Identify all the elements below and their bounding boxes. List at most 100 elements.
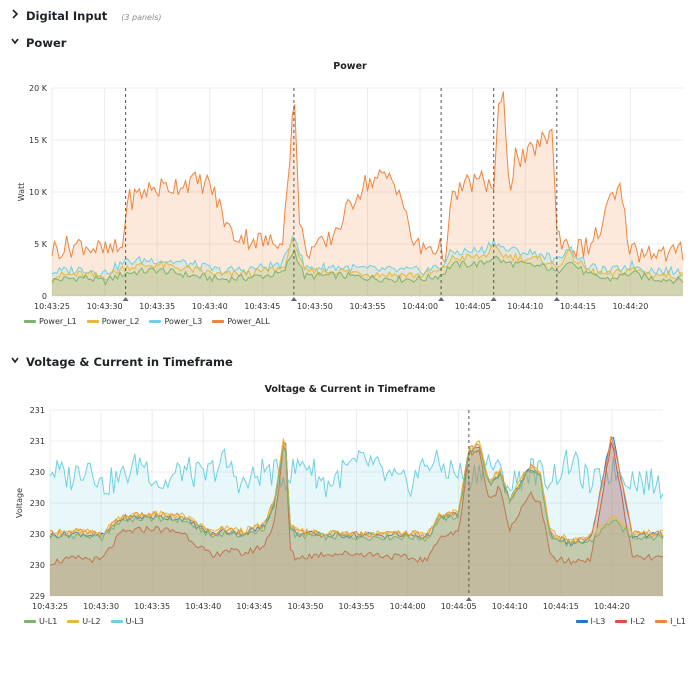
series-area <box>50 442 663 596</box>
row-panel-count: (3 panels) <box>121 13 162 22</box>
y-tick-label: 20 K <box>29 84 48 93</box>
y-tick-label: 15 K <box>29 136 48 145</box>
series-area <box>50 436 663 596</box>
y-tick-label: 0 <box>42 292 47 301</box>
x-tick-label: 10:43:35 <box>134 602 170 611</box>
x-tick-label: 10:43:45 <box>236 602 272 611</box>
row-power[interactable]: Power <box>10 35 66 50</box>
row-digital-input[interactable]: Digital Input (3 panels) <box>10 8 162 23</box>
vc-legend-left: U-L1 U-L2 U-L3 <box>24 617 144 626</box>
legend-swatch <box>110 620 123 623</box>
series-area <box>52 250 683 296</box>
y-tick-label: 230 <box>30 499 45 508</box>
legend-label: I-L3 <box>590 617 606 626</box>
series-line <box>49 448 664 500</box>
series-area <box>52 91 683 296</box>
annotation-marker <box>290 297 297 301</box>
y-tick-label: 230 <box>30 561 45 570</box>
legend-label: U-L3 <box>125 617 144 626</box>
row-voltage-current[interactable]: Voltage & Current in Timeframe <box>10 354 233 369</box>
x-tick-label: 10:44:10 <box>507 302 543 311</box>
legend-swatch <box>615 620 628 623</box>
x-tick-label: 10:43:55 <box>339 602 375 611</box>
series-area <box>50 438 663 596</box>
x-tick-label: 10:43:50 <box>297 302 333 311</box>
row-title[interactable]: Voltage & Current in Timeframe <box>26 355 233 369</box>
x-tick-label: 10:43:25 <box>32 602 68 611</box>
x-tick-label: 10:43:50 <box>287 602 323 611</box>
legend-label: Power_L3 <box>164 317 203 326</box>
voltage-current-chart[interactable]: 229 230 230 230 230 231 231 10:43:25 10:43:30 10:… <box>0 400 700 615</box>
y-tick-label: 229 <box>30 592 45 601</box>
panel-title-vc: Voltage & Current in Timeframe <box>264 384 436 395</box>
chevron-down-icon[interactable] <box>10 35 20 47</box>
chevron-right-icon[interactable] <box>10 8 20 20</box>
legend-label: I_L1 <box>670 617 686 626</box>
legend-label: U-L1 <box>39 617 58 626</box>
annotation-marker <box>490 297 497 301</box>
legend-swatch <box>67 620 80 623</box>
legend-swatch <box>24 320 36 323</box>
annotation-marker <box>553 297 560 301</box>
y-axis-label: Voltage <box>15 488 24 518</box>
vc-legend-right: I-L3 I-L2 I_L1 <box>575 617 686 626</box>
series-line <box>51 235 684 277</box>
series-line <box>49 441 664 566</box>
x-tick-label: 10:44:15 <box>560 302 596 311</box>
row-title[interactable]: Power <box>26 36 67 50</box>
series-area <box>52 236 683 296</box>
x-tick-label: 10:44:20 <box>612 302 648 311</box>
legend-swatch <box>655 620 668 623</box>
annotation-marker <box>122 297 129 301</box>
series-line <box>49 438 664 544</box>
x-tick-label: 10:44:00 <box>390 602 426 611</box>
y-axis-label: Watt <box>17 183 26 202</box>
panel-title-power: Power <box>333 61 367 72</box>
legend-item[interactable]: U-L2 <box>67 617 101 626</box>
series-line <box>51 249 684 286</box>
x-tick-label: 10:43:30 <box>87 302 123 311</box>
legend-label: Power_L1 <box>39 317 77 326</box>
x-tick-label: 10:44:00 <box>402 302 438 311</box>
x-tick-label: 10:44:20 <box>594 602 630 611</box>
legend-item[interactable]: Power_L1 <box>24 317 77 326</box>
series-line <box>49 435 664 546</box>
row-title[interactable]: Digital Input <box>26 9 108 23</box>
x-tick-label: 10:43:40 <box>192 302 228 311</box>
legend-label: U-L2 <box>82 617 101 626</box>
y-tick-label: 230 <box>30 468 45 477</box>
legend-swatch <box>212 320 225 323</box>
legend-swatch <box>575 620 588 623</box>
legend-item[interactable]: U-L3 <box>110 617 144 626</box>
legend-item[interactable]: I-L2 <box>615 617 645 626</box>
y-tick-label: 231 <box>30 406 45 415</box>
x-tick-label: 10:43:45 <box>244 302 280 311</box>
annotation-marker <box>438 297 445 301</box>
x-tick-label: 10:43:35 <box>139 302 175 311</box>
legend-swatch <box>24 620 36 623</box>
legend-item[interactable]: I-L3 <box>575 617 606 626</box>
x-tick-label: 10:43:30 <box>83 602 119 611</box>
legend-item[interactable]: Power_ALL <box>212 317 270 326</box>
legend-swatch <box>86 320 99 323</box>
legend-label: I-L2 <box>630 617 646 626</box>
legend-item[interactable]: U-L1 <box>24 617 57 626</box>
legend-item[interactable]: I_L1 <box>655 617 686 626</box>
power-chart[interactable]: 0 5 K 10 K 15 K 20 K 10:43:25 10:43:30 10:43:35… <box>0 78 700 314</box>
annotation-marker <box>465 597 472 601</box>
legend-item[interactable]: Power_L2 <box>86 317 140 326</box>
x-tick-label: 10:44:05 <box>455 302 491 311</box>
series-area <box>50 447 663 596</box>
power-legend: Power_L1 Power_L2 Power_L3 Power_ALL <box>24 317 270 326</box>
x-tick-label: 10:44:10 <box>492 602 528 611</box>
series-area <box>50 449 663 596</box>
series-line <box>51 238 684 281</box>
legend-item[interactable]: Power_L3 <box>149 317 202 326</box>
x-tick-label: 10:43:40 <box>185 602 221 611</box>
x-tick-label: 10:44:15 <box>543 602 579 611</box>
legend-label: Power_L2 <box>101 317 140 326</box>
legend-label: Power_ALL <box>227 317 270 326</box>
x-tick-label: 10:43:25 <box>34 302 70 311</box>
chevron-down-icon[interactable] <box>10 354 20 366</box>
series-area <box>50 437 663 596</box>
